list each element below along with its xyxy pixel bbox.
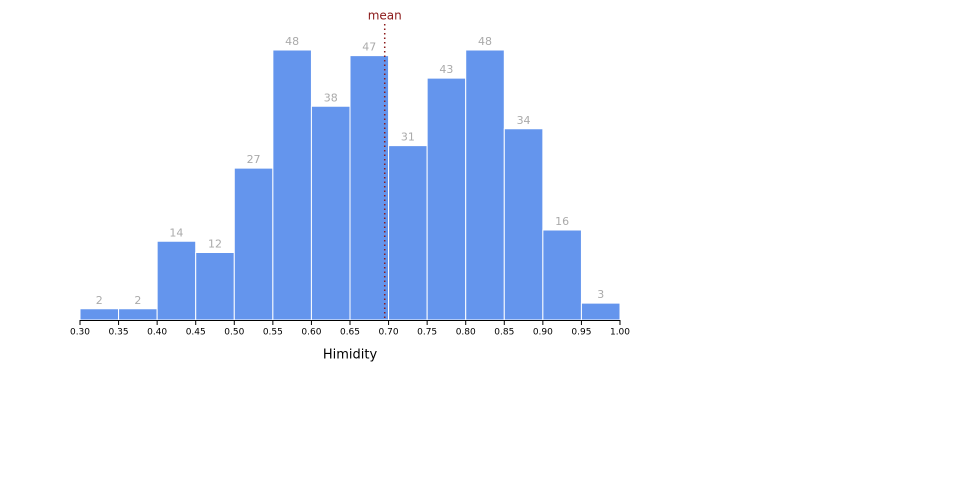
x-tick-label: 0.35: [109, 328, 129, 338]
x-tick-label: 0.55: [263, 328, 283, 338]
x-tick-label: 0.90: [533, 328, 553, 338]
value-label: 27: [247, 153, 261, 166]
value-label: 16: [555, 215, 569, 228]
x-tick-label: 0.95: [571, 328, 591, 338]
value-label: 14: [169, 226, 183, 239]
mean-label: mean: [368, 9, 402, 23]
x-axis-label: Himidity: [323, 348, 378, 363]
bar: [388, 145, 428, 321]
value-label: 47: [362, 41, 376, 54]
bar: [118, 308, 158, 321]
x-tick-label: 1.00: [610, 328, 630, 338]
value-label: 12: [208, 238, 222, 251]
value-label: 48: [285, 35, 299, 48]
x-tick-label: 0.80: [456, 328, 476, 338]
bar: [465, 49, 505, 321]
bar: [272, 49, 312, 321]
bar: [580, 302, 621, 321]
x-tick-label: 0.75: [417, 328, 437, 338]
value-label: 3: [597, 288, 604, 301]
x-tick-label: 0.85: [494, 328, 514, 338]
bar: [426, 77, 467, 321]
bar: [233, 167, 274, 321]
x-tick-label: 0.65: [340, 328, 360, 338]
x-tick-label: 0.30: [70, 328, 90, 338]
value-label: 48: [478, 35, 492, 48]
value-label: 2: [134, 294, 141, 307]
bar: [542, 229, 582, 321]
value-label: 34: [517, 114, 531, 127]
x-tick-label: 0.50: [224, 328, 244, 338]
value-label: 2: [96, 294, 103, 307]
x-tick-label: 0.45: [186, 328, 206, 338]
bar: [79, 308, 120, 321]
bar: [156, 240, 197, 321]
bar: [349, 55, 390, 321]
x-tick-label: 0.40: [147, 328, 167, 338]
value-label: 31: [401, 131, 415, 144]
bar: [195, 252, 235, 321]
bar: [310, 105, 351, 321]
bar: [503, 128, 544, 321]
value-label: 43: [439, 63, 453, 76]
x-tick-label: 0.70: [379, 328, 399, 338]
value-label: 38: [324, 91, 338, 104]
x-tick-label: 0.60: [301, 328, 321, 338]
